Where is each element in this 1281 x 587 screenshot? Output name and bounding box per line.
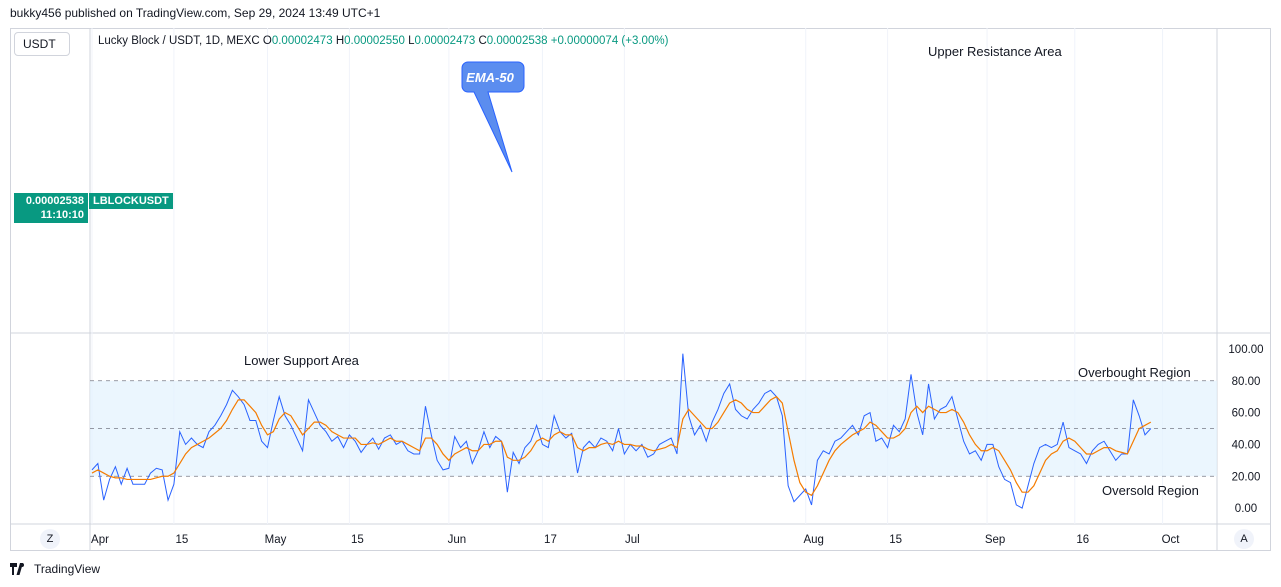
rsi-ma-line (91, 395, 1152, 497)
rsi-line (91, 353, 1152, 509)
bar-countdown: 11:10:10 (40, 209, 84, 221)
open-value: 0.00002473 (271, 35, 333, 47)
time-axis-label: Jul (625, 534, 640, 546)
rsi-axis-label: 20.00 (1232, 471, 1261, 483)
close-label: C (478, 35, 487, 47)
annotation-oversold: Oversold Region (1102, 483, 1199, 498)
last-price: 0.00002538 (25, 195, 84, 207)
time-axis-label: Aug (803, 534, 823, 546)
time-axis-label: Sep (985, 534, 1005, 546)
chart-frame[interactable] (10, 28, 1271, 551)
rsi-axis-label: 0.00 (1235, 503, 1257, 515)
annotation-ema50: EMA-50 (466, 70, 514, 85)
time-axis-label: Jun (448, 534, 467, 546)
time-axis-label: May (265, 534, 287, 546)
time-axis-label: 15 (351, 534, 364, 546)
currency-label: USDT (23, 37, 56, 51)
tradingview-logo-icon (10, 563, 24, 575)
rsi-axis-label: 100.00 (1228, 344, 1263, 356)
footer-brand: TradingView (34, 562, 101, 576)
high-value: 0.00002550 (344, 35, 405, 47)
time-axis-label: 15 (176, 534, 189, 546)
time-axis-label: 16 (1076, 534, 1089, 546)
rsi-axis-label: 80.00 (1232, 376, 1261, 388)
zoom-button[interactable]: Z (40, 529, 60, 549)
footer: TradingView (10, 562, 100, 576)
currency-selector-button[interactable]: USDT (14, 32, 70, 56)
symbol-name[interactable]: Lucky Block / USDT, 1D, MEXC (98, 35, 260, 47)
auto-scale-button[interactable]: A (1234, 529, 1254, 549)
annotation-upper-resistance: Upper Resistance Area (928, 44, 1062, 59)
time-axis-label: Apr (91, 534, 109, 546)
annotation-lower-support: Lower Support Area (244, 353, 360, 368)
zoom-label: Z (46, 533, 54, 545)
close-value: 0.00002538 (486, 35, 548, 47)
annotation-overbought: Overbought Region (1078, 365, 1191, 380)
ema50-callout (461, 61, 525, 173)
last-price-tag: 0.00002538 11:10:10 (14, 193, 88, 223)
symbol-tag: LBLOCKUSDT (89, 193, 173, 209)
open-label: O (262, 35, 272, 47)
time-axis-label: 15 (889, 534, 902, 546)
rsi-axis-label: 40.00 (1232, 439, 1261, 451)
publish-header: bukky456 published on TradingView.com, S… (10, 6, 381, 20)
ohlc-legend: Lucky Block / USDT, 1D, MEXC O0.00002473… (98, 35, 668, 47)
auto-label: A (1240, 533, 1248, 545)
rsi-axis-label: 60.00 (1232, 408, 1261, 420)
change-value: +0.00000074 (+3.00%) (550, 35, 669, 47)
low-value: 0.00002473 (414, 35, 476, 47)
time-axis-label: Oct (1162, 534, 1181, 546)
low-label: L (408, 35, 415, 47)
high-label: H (335, 35, 345, 47)
time-axis-label: 17 (544, 534, 557, 546)
